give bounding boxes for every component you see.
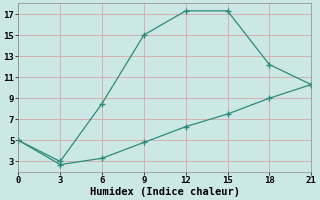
X-axis label: Humidex (Indice chaleur): Humidex (Indice chaleur)	[90, 186, 240, 197]
